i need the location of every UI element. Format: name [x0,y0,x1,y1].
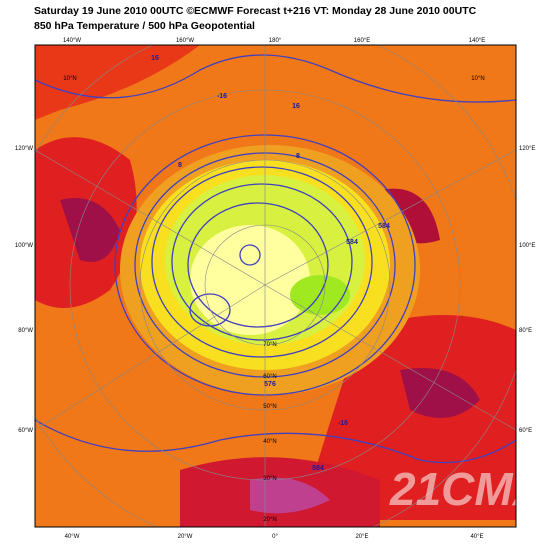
latitude-label: 50°N [263,404,276,410]
map-frame [34,44,517,528]
title-line-2: 850 hPa Temperature / 500 hPa Geopotenti… [34,20,255,32]
longitude-label: 80°E [519,328,532,334]
latitude-label: 60°N [263,374,276,380]
labels: 140°W 160°W 180° 160°E 140°E 40°W 20°W 0° 20°E 40… [15,38,536,540]
longitude-label: 160°W [176,38,194,44]
latitude-label: 70°N [263,342,276,348]
latitude-label: 20°N [263,517,276,523]
longitude-label: 100°W [15,243,33,249]
contour-label: 8 [178,162,182,169]
contour-label: 584 [312,465,324,472]
watermark: 21CMA [389,463,546,515]
contour-label: 576 [264,381,276,388]
longitude-label: 20°W [178,534,193,540]
longitude-label: 100°E [519,243,535,249]
longitude-label: 80°W [18,328,33,334]
latitude-label: 10°N [63,76,76,82]
contour-label: 16 [292,103,300,110]
contour-label: 584 [378,223,390,230]
longitude-label: 60°W [18,428,33,434]
longitude-label: 20°E [355,534,368,540]
longitude-label: 140°E [469,38,485,44]
latitude-label: 10°N [471,76,484,82]
contour-label: -16 [338,420,348,427]
latitude-label: 40°N [263,439,276,445]
longitude-label: 120°W [15,146,33,152]
contour-label: 584 [346,239,358,246]
contour-label: -16 [217,93,227,100]
contour-label: 16 [151,55,159,62]
longitude-label: 120°E [519,146,535,152]
longitude-label: 60°E [519,428,532,434]
longitude-label: 0° [272,534,278,540]
title-line-1: Saturday 19 June 2010 00UTC ©ECMWF Forec… [34,5,477,17]
longitude-label: 160°E [354,38,370,44]
map-field: 21CMA [35,45,546,527]
longitude-label: 140°W [63,38,81,44]
contour-label: 8 [296,153,300,160]
longitude-label: 40°W [65,534,80,540]
longitude-label: 40°E [470,534,483,540]
latitude-label: 30°N [263,476,276,482]
longitude-label: 180° [269,38,282,44]
